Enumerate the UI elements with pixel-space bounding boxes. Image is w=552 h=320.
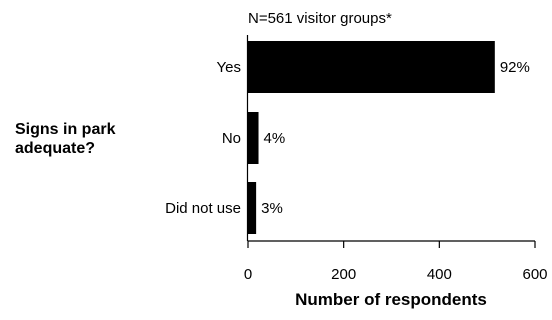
data-label-no: 4% xyxy=(264,130,286,147)
category-label-no: No xyxy=(222,130,241,147)
bars-layer: Yes 92% No 4% Did not use 3% xyxy=(165,41,530,234)
chart-annotation: N=561 visitor groups* xyxy=(248,10,392,27)
group-label: Signs in park adequate? xyxy=(15,121,120,157)
x-tick-label-0: 0 xyxy=(244,266,252,283)
category-label-yes: Yes xyxy=(217,59,241,76)
group-label-line-1: Signs in park xyxy=(15,121,116,138)
category-label-did-not-use: Did not use xyxy=(165,200,241,217)
bar-did-not-use xyxy=(248,182,257,234)
bar-yes xyxy=(248,41,495,93)
bar-no xyxy=(248,112,259,164)
x-tick-label-200: 200 xyxy=(331,266,356,283)
data-label-yes: 92% xyxy=(500,59,530,76)
x-tick-label-600: 600 xyxy=(522,266,547,283)
x-tick-label-400: 400 xyxy=(427,266,452,283)
group-label-line-2: adequate? xyxy=(15,140,95,157)
data-label-did-not-use: 3% xyxy=(261,200,283,217)
x-ticks: 0 200 400 600 xyxy=(244,241,548,283)
x-axis-title: Number of respondents xyxy=(295,290,487,309)
